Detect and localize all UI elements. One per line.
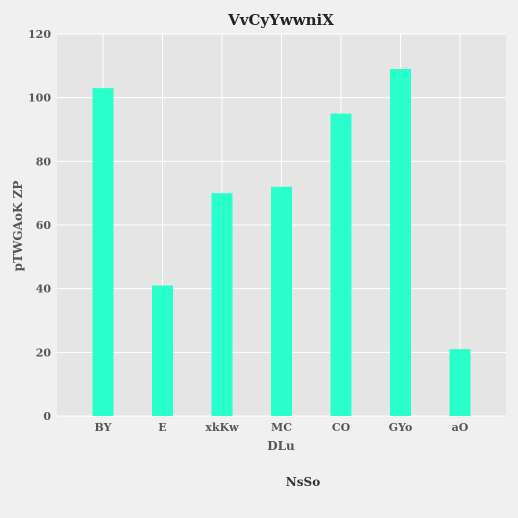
bar-aO xyxy=(449,349,471,416)
x-tick-label: E xyxy=(158,421,166,434)
y-tick-label: 40 xyxy=(36,283,52,296)
bars xyxy=(92,69,471,417)
x-axis-label: DLu xyxy=(267,439,295,453)
y-tick-label: 80 xyxy=(36,155,52,168)
y-axis-ticks: 0 20 40 60 80 100 120 xyxy=(28,28,51,423)
x-tick-label: xkKw xyxy=(205,421,239,434)
y-tick-label: 120 xyxy=(28,28,51,41)
y-tick-label: 20 xyxy=(36,346,52,359)
x-tick-label: aO xyxy=(452,421,469,434)
y-tick-label: 60 xyxy=(36,219,52,232)
x-tick-label: BY xyxy=(95,421,112,434)
bar-GYo xyxy=(390,69,411,417)
bar-CO xyxy=(330,113,352,416)
x-tick-label: GYo xyxy=(389,421,413,434)
x-tick-label: CO xyxy=(332,421,351,434)
y-tick-label: 100 xyxy=(28,92,51,105)
bar-MC xyxy=(271,186,292,416)
chart-title: VvCyYwwniX xyxy=(227,11,334,29)
bar-xkKw xyxy=(211,193,233,416)
bar-E xyxy=(152,285,173,416)
y-axis-label: pTWGAoK ZP xyxy=(11,181,25,272)
x-tick-label: MC xyxy=(271,421,292,434)
y-tick-label: 0 xyxy=(43,410,51,423)
bar-BY xyxy=(92,88,114,416)
chart-caption: NsSo xyxy=(286,475,320,489)
